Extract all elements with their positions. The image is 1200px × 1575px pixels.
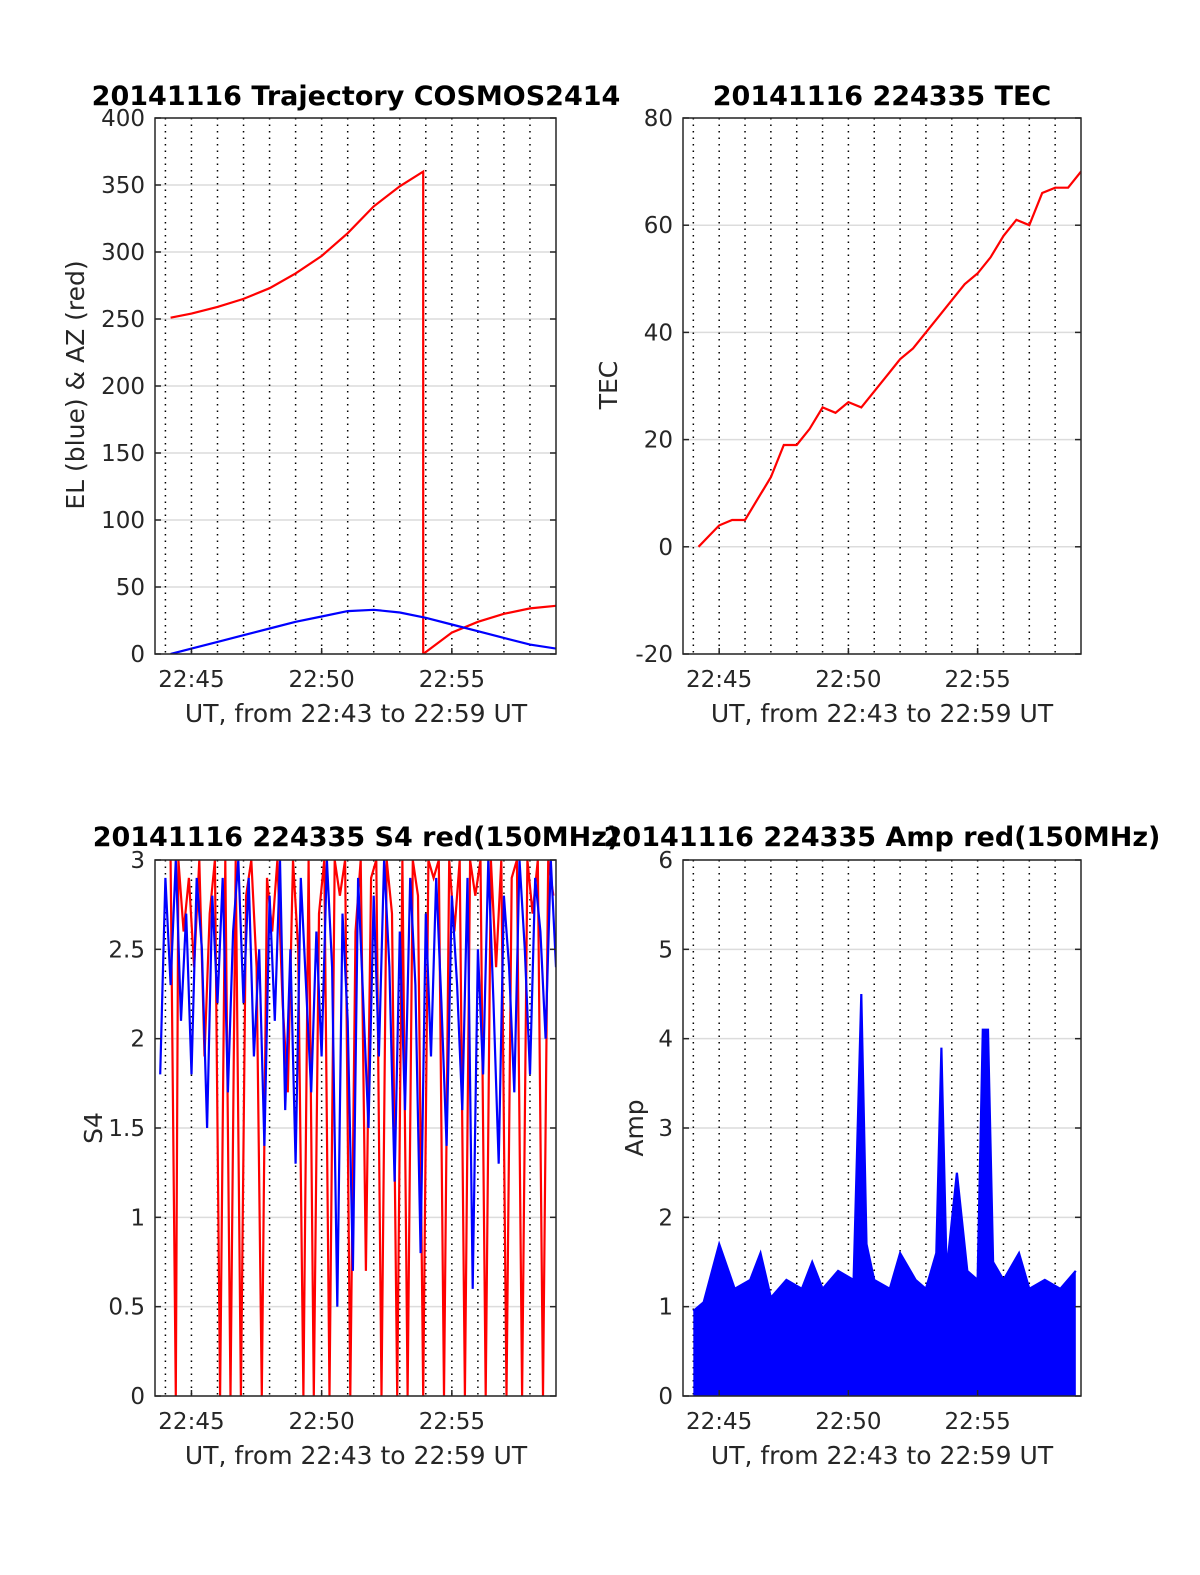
panel-tec: 20141116 224335 TEC TEC UT, from 22:43 t… bbox=[594, 81, 1082, 728]
series-area-0 bbox=[693, 994, 1076, 1396]
x-tick-label: 22:45 bbox=[158, 667, 224, 693]
y-tick-label: 20 bbox=[644, 428, 673, 454]
x-tick-label: 22:50 bbox=[289, 1409, 355, 1435]
x-axis-label: UT, from 22:43 to 22:59 UT bbox=[711, 699, 1054, 728]
y-tick-label: 2 bbox=[130, 1027, 145, 1053]
y-tick-label: 2 bbox=[658, 1205, 673, 1231]
x-axis-label: UT, from 22:43 to 22:59 UT bbox=[185, 699, 528, 728]
y-tick-label: 0 bbox=[658, 1384, 673, 1410]
y-tick-label: 1 bbox=[658, 1295, 673, 1321]
panel-amp: 20141116 224335 Amp red(150MHz) Amp UT, … bbox=[604, 822, 1161, 1470]
y-axis-label: EL (blue) & AZ (red) bbox=[61, 260, 90, 509]
x-tick-label: 22:50 bbox=[289, 667, 355, 693]
y-tick-label: 50 bbox=[116, 575, 145, 601]
series-line-0 bbox=[170, 169, 556, 654]
series-line-0 bbox=[697, 170, 1081, 548]
series-line-1 bbox=[159, 860, 556, 1307]
y-tick-label: 350 bbox=[101, 173, 145, 199]
y-tick-label: 4 bbox=[658, 1027, 673, 1053]
y-tick-label: -20 bbox=[635, 642, 673, 668]
y-tick-label: 3 bbox=[130, 848, 145, 874]
x-tick-label: 22:45 bbox=[686, 1409, 752, 1435]
y-tick-label: 100 bbox=[101, 508, 145, 534]
y-tick-label: 3 bbox=[658, 1116, 673, 1142]
series-line-0 bbox=[169, 860, 555, 1396]
x-tick-label: 22:55 bbox=[419, 1409, 485, 1435]
x-axis-label: UT, from 22:43 to 22:59 UT bbox=[711, 1441, 1054, 1470]
y-tick-label: 0 bbox=[130, 1384, 145, 1410]
y-tick-label: 2.5 bbox=[108, 937, 145, 963]
chart-title: 20141116 224335 Amp red(150MHz) bbox=[604, 822, 1161, 853]
panel-s4: 20141116 224335 S4 red(150MHz) S4 UT, fr… bbox=[79, 822, 619, 1470]
y-tick-label: 6 bbox=[658, 848, 673, 874]
y-tick-label: 1 bbox=[130, 1205, 145, 1231]
y-tick-label: 150 bbox=[101, 441, 145, 467]
chart-title: 20141116 224335 S4 red(150MHz) bbox=[93, 822, 620, 853]
y-tick-label: 80 bbox=[644, 106, 673, 132]
chart-title: 20141116 224335 TEC bbox=[713, 81, 1052, 112]
y-axis-label: TEC bbox=[594, 361, 623, 411]
y-tick-label: 5 bbox=[658, 937, 673, 963]
panel-trajectory: 20141116 Trajectory COSMOS2414 EL (blue)… bbox=[61, 81, 620, 728]
y-tick-label: 0 bbox=[658, 535, 673, 561]
chart-title: 20141116 Trajectory COSMOS2414 bbox=[92, 81, 621, 112]
x-axis-label: UT, from 22:43 to 22:59 UT bbox=[185, 1441, 528, 1470]
y-tick-label: 40 bbox=[644, 320, 673, 346]
x-tick-label: 22:55 bbox=[944, 1409, 1010, 1435]
y-tick-label: 60 bbox=[644, 213, 673, 239]
x-tick-label: 22:50 bbox=[815, 1409, 881, 1435]
y-axis-label: S4 bbox=[79, 1112, 108, 1144]
y-tick-label: 1.5 bbox=[108, 1116, 145, 1142]
y-tick-label: 250 bbox=[101, 307, 145, 333]
series-line-1 bbox=[170, 608, 556, 654]
x-tick-label: 22:50 bbox=[815, 667, 881, 693]
y-tick-label: 0 bbox=[130, 642, 145, 668]
x-tick-label: 22:45 bbox=[158, 1409, 224, 1435]
y-tick-label: 400 bbox=[101, 106, 145, 132]
x-tick-label: 22:45 bbox=[686, 667, 752, 693]
x-tick-label: 22:55 bbox=[944, 667, 1010, 693]
y-tick-label: 200 bbox=[101, 374, 145, 400]
y-tick-label: 0.5 bbox=[108, 1295, 145, 1321]
y-tick-label: 300 bbox=[101, 240, 145, 266]
x-tick-label: 22:55 bbox=[419, 667, 485, 693]
y-axis-label: Amp bbox=[620, 1099, 649, 1156]
axes-frame bbox=[682, 117, 1082, 655]
